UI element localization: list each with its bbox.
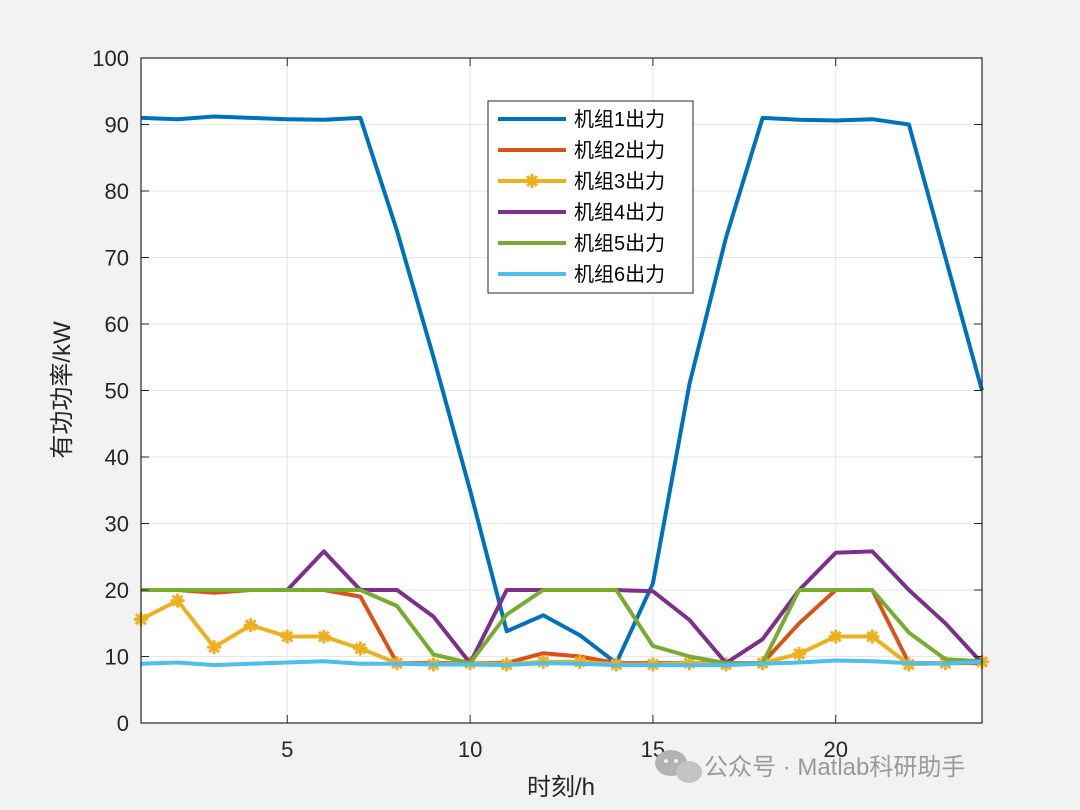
data-point: [316, 629, 331, 644]
legend-item: 机组4出力: [498, 201, 665, 224]
y-tick-label: 100: [92, 46, 129, 71]
data-point: [280, 629, 295, 644]
data-point: [170, 593, 185, 608]
y-tick-label: 50: [105, 379, 129, 404]
watermark-text: 公众号 · Matlab科研助手: [704, 754, 965, 781]
series-line: [140, 114, 984, 666]
y-tick-label: 90: [105, 113, 129, 138]
y-tick-label: 0: [117, 711, 129, 736]
y-tick-label: 10: [105, 645, 129, 670]
data-point: [243, 618, 258, 633]
y-tick-label: 30: [105, 512, 129, 537]
legend-item: 机组3出力: [498, 170, 665, 193]
legend-box: [487, 100, 694, 294]
legend-item: 机组1出力: [498, 108, 665, 131]
legend-label: 机组3出力: [574, 170, 665, 193]
series-line: [141, 588, 983, 666]
legend-item: 机组2出力: [498, 139, 665, 162]
series-1: [140, 114, 984, 666]
legend-label: 机组2出力: [574, 139, 665, 162]
watermark: 公众号 · Matlab科研助手: [655, 750, 965, 783]
legend-item: 机组5出力: [498, 232, 665, 255]
series-5: [141, 588, 983, 666]
y-tick-label: 70: [105, 246, 129, 271]
y-tick-label: 60: [105, 312, 129, 337]
x-tick-label: 20: [823, 737, 847, 762]
y-tick-label: 40: [105, 445, 129, 470]
x-tick-label: 10: [458, 737, 482, 762]
data-point: [207, 640, 222, 655]
y-tick-label: 20: [105, 578, 129, 603]
series-6: [140, 658, 983, 668]
y-tick-label: 80: [105, 179, 129, 204]
series-line: [140, 658, 983, 668]
legend-label: 机组6出力: [574, 263, 665, 286]
x-tick-label: 5: [281, 737, 293, 762]
data-point: [828, 629, 843, 644]
legend-label: 机组1出力: [574, 108, 665, 131]
wechat-icon: [655, 750, 702, 783]
y-axis-label: 有功功率/kW: [49, 321, 76, 459]
data-point: [792, 646, 807, 661]
legend-label: 机组5出力: [574, 232, 665, 255]
data-point: [865, 629, 880, 644]
legend-item: 机组6出力: [498, 263, 665, 286]
x-axis-label: 时刻/h: [527, 774, 595, 801]
legend-label: 机组4出力: [574, 201, 665, 224]
data-point: [353, 641, 368, 656]
